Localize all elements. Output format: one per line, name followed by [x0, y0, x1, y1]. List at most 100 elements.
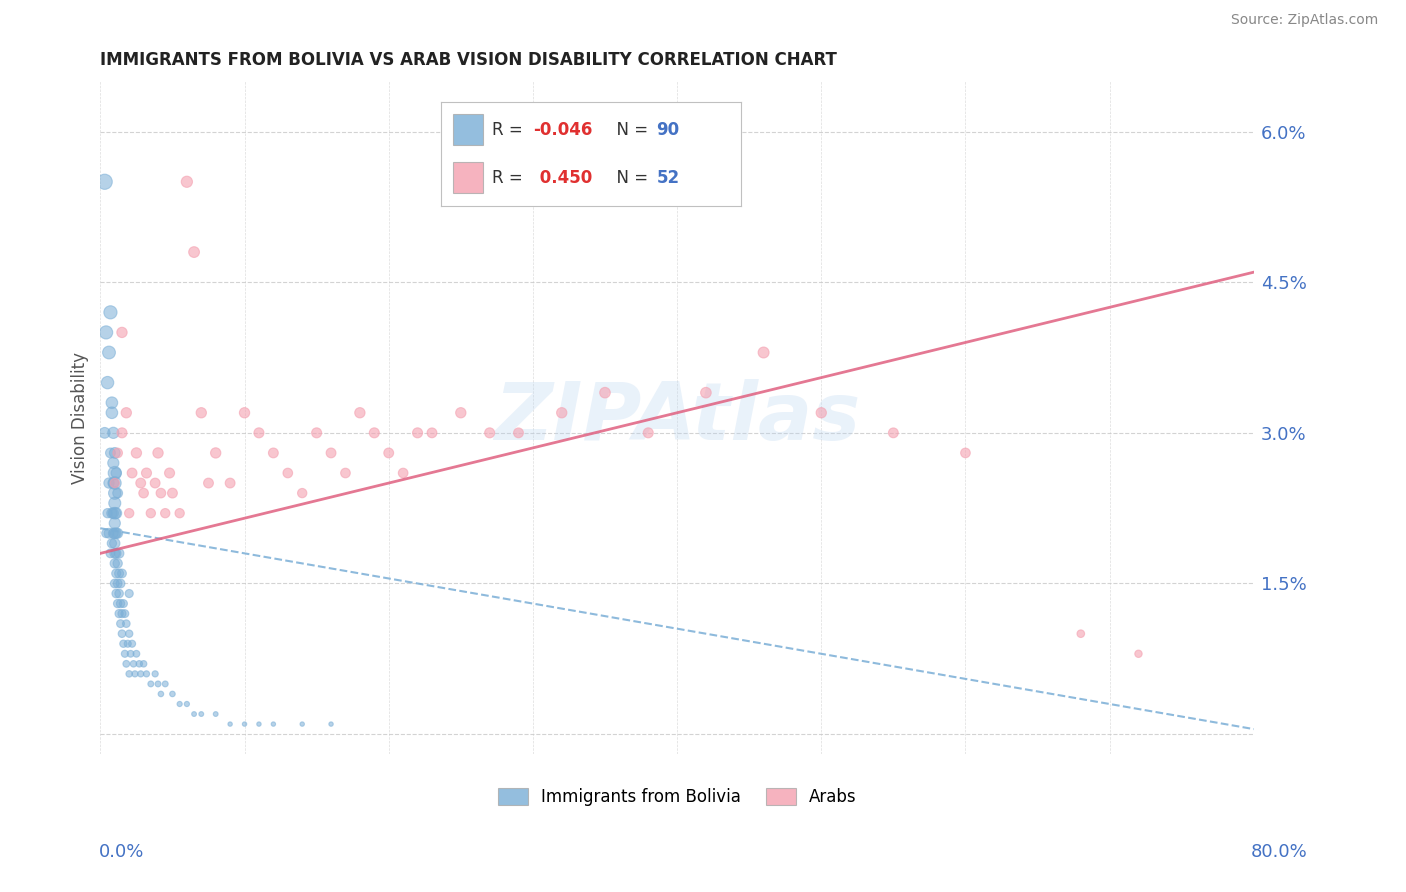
Point	[111, 607, 134, 621]
Point	[183, 706, 205, 721]
Point	[107, 446, 129, 460]
Point	[247, 717, 270, 731]
Point	[101, 506, 124, 520]
Point	[406, 425, 429, 440]
Point	[129, 666, 152, 681]
Point	[104, 476, 127, 491]
Point	[1128, 647, 1150, 661]
Point	[169, 697, 191, 711]
Point	[262, 717, 284, 731]
Point	[363, 425, 385, 440]
Point	[377, 446, 399, 460]
Text: IMMIGRANTS FROM BOLIVIA VS ARAB VISION DISABILITY CORRELATION CHART: IMMIGRANTS FROM BOLIVIA VS ARAB VISION D…	[100, 51, 837, 69]
Point	[104, 466, 127, 480]
Point	[146, 677, 169, 691]
Point	[204, 706, 226, 721]
Point	[162, 687, 184, 701]
Point	[291, 486, 314, 500]
Point	[233, 717, 256, 731]
Point	[593, 385, 616, 400]
Point	[637, 425, 659, 440]
Point	[955, 446, 977, 460]
Point	[105, 526, 128, 541]
Point	[125, 647, 148, 661]
Y-axis label: Vision Disability: Vision Disability	[72, 351, 89, 483]
Point	[115, 616, 138, 631]
Point	[112, 637, 135, 651]
Point	[882, 425, 904, 440]
Point	[183, 245, 205, 260]
Point	[121, 466, 143, 480]
Point	[139, 677, 162, 691]
Point	[101, 536, 124, 550]
Point	[104, 506, 127, 520]
Point	[176, 175, 198, 189]
Point	[190, 406, 212, 420]
Point	[118, 506, 141, 520]
Point	[111, 626, 134, 640]
Point	[111, 566, 134, 581]
Point	[104, 516, 127, 531]
Point	[110, 616, 132, 631]
Point	[121, 637, 143, 651]
Point	[112, 597, 135, 611]
Legend: Immigrants from Bolivia, Arabs: Immigrants from Bolivia, Arabs	[491, 781, 863, 814]
Point	[94, 526, 117, 541]
Point	[103, 476, 125, 491]
Point	[103, 526, 125, 541]
Point	[98, 476, 121, 491]
Point	[97, 376, 120, 390]
Point	[100, 546, 122, 560]
Point	[101, 406, 124, 420]
Point	[108, 566, 131, 581]
Point	[233, 406, 256, 420]
Point	[105, 566, 128, 581]
Point	[262, 446, 284, 460]
Point	[132, 486, 155, 500]
Point	[204, 446, 226, 460]
Point	[105, 466, 128, 480]
Point	[111, 425, 134, 440]
Point	[319, 446, 342, 460]
Point	[93, 175, 115, 189]
Point	[108, 586, 131, 600]
Point	[118, 666, 141, 681]
Point	[335, 466, 357, 480]
Point	[162, 486, 184, 500]
Point	[103, 506, 125, 520]
Point	[104, 486, 127, 500]
Point	[103, 456, 125, 470]
Point	[146, 446, 169, 460]
Point	[420, 425, 443, 440]
Point	[122, 657, 145, 671]
Point	[103, 425, 125, 440]
Point	[143, 476, 166, 491]
Point	[305, 425, 328, 440]
Point	[105, 586, 128, 600]
Point	[129, 476, 152, 491]
Point	[105, 546, 128, 560]
Point	[108, 607, 131, 621]
Point	[128, 657, 150, 671]
Point	[97, 506, 120, 520]
Point	[508, 425, 530, 440]
Point	[104, 476, 127, 491]
Point	[107, 597, 129, 611]
Point	[1070, 626, 1092, 640]
Point	[114, 647, 136, 661]
Point	[695, 385, 717, 400]
Point	[124, 666, 146, 681]
Point	[291, 717, 314, 731]
Point	[114, 607, 136, 621]
Point	[115, 406, 138, 420]
Point	[392, 466, 415, 480]
Point	[450, 406, 472, 420]
Point	[159, 466, 181, 480]
Point	[132, 657, 155, 671]
Point	[93, 425, 115, 440]
Point	[110, 597, 132, 611]
Text: 0.0%: 0.0%	[98, 843, 143, 861]
Point	[752, 345, 775, 359]
Point	[190, 706, 212, 721]
Point	[810, 406, 832, 420]
